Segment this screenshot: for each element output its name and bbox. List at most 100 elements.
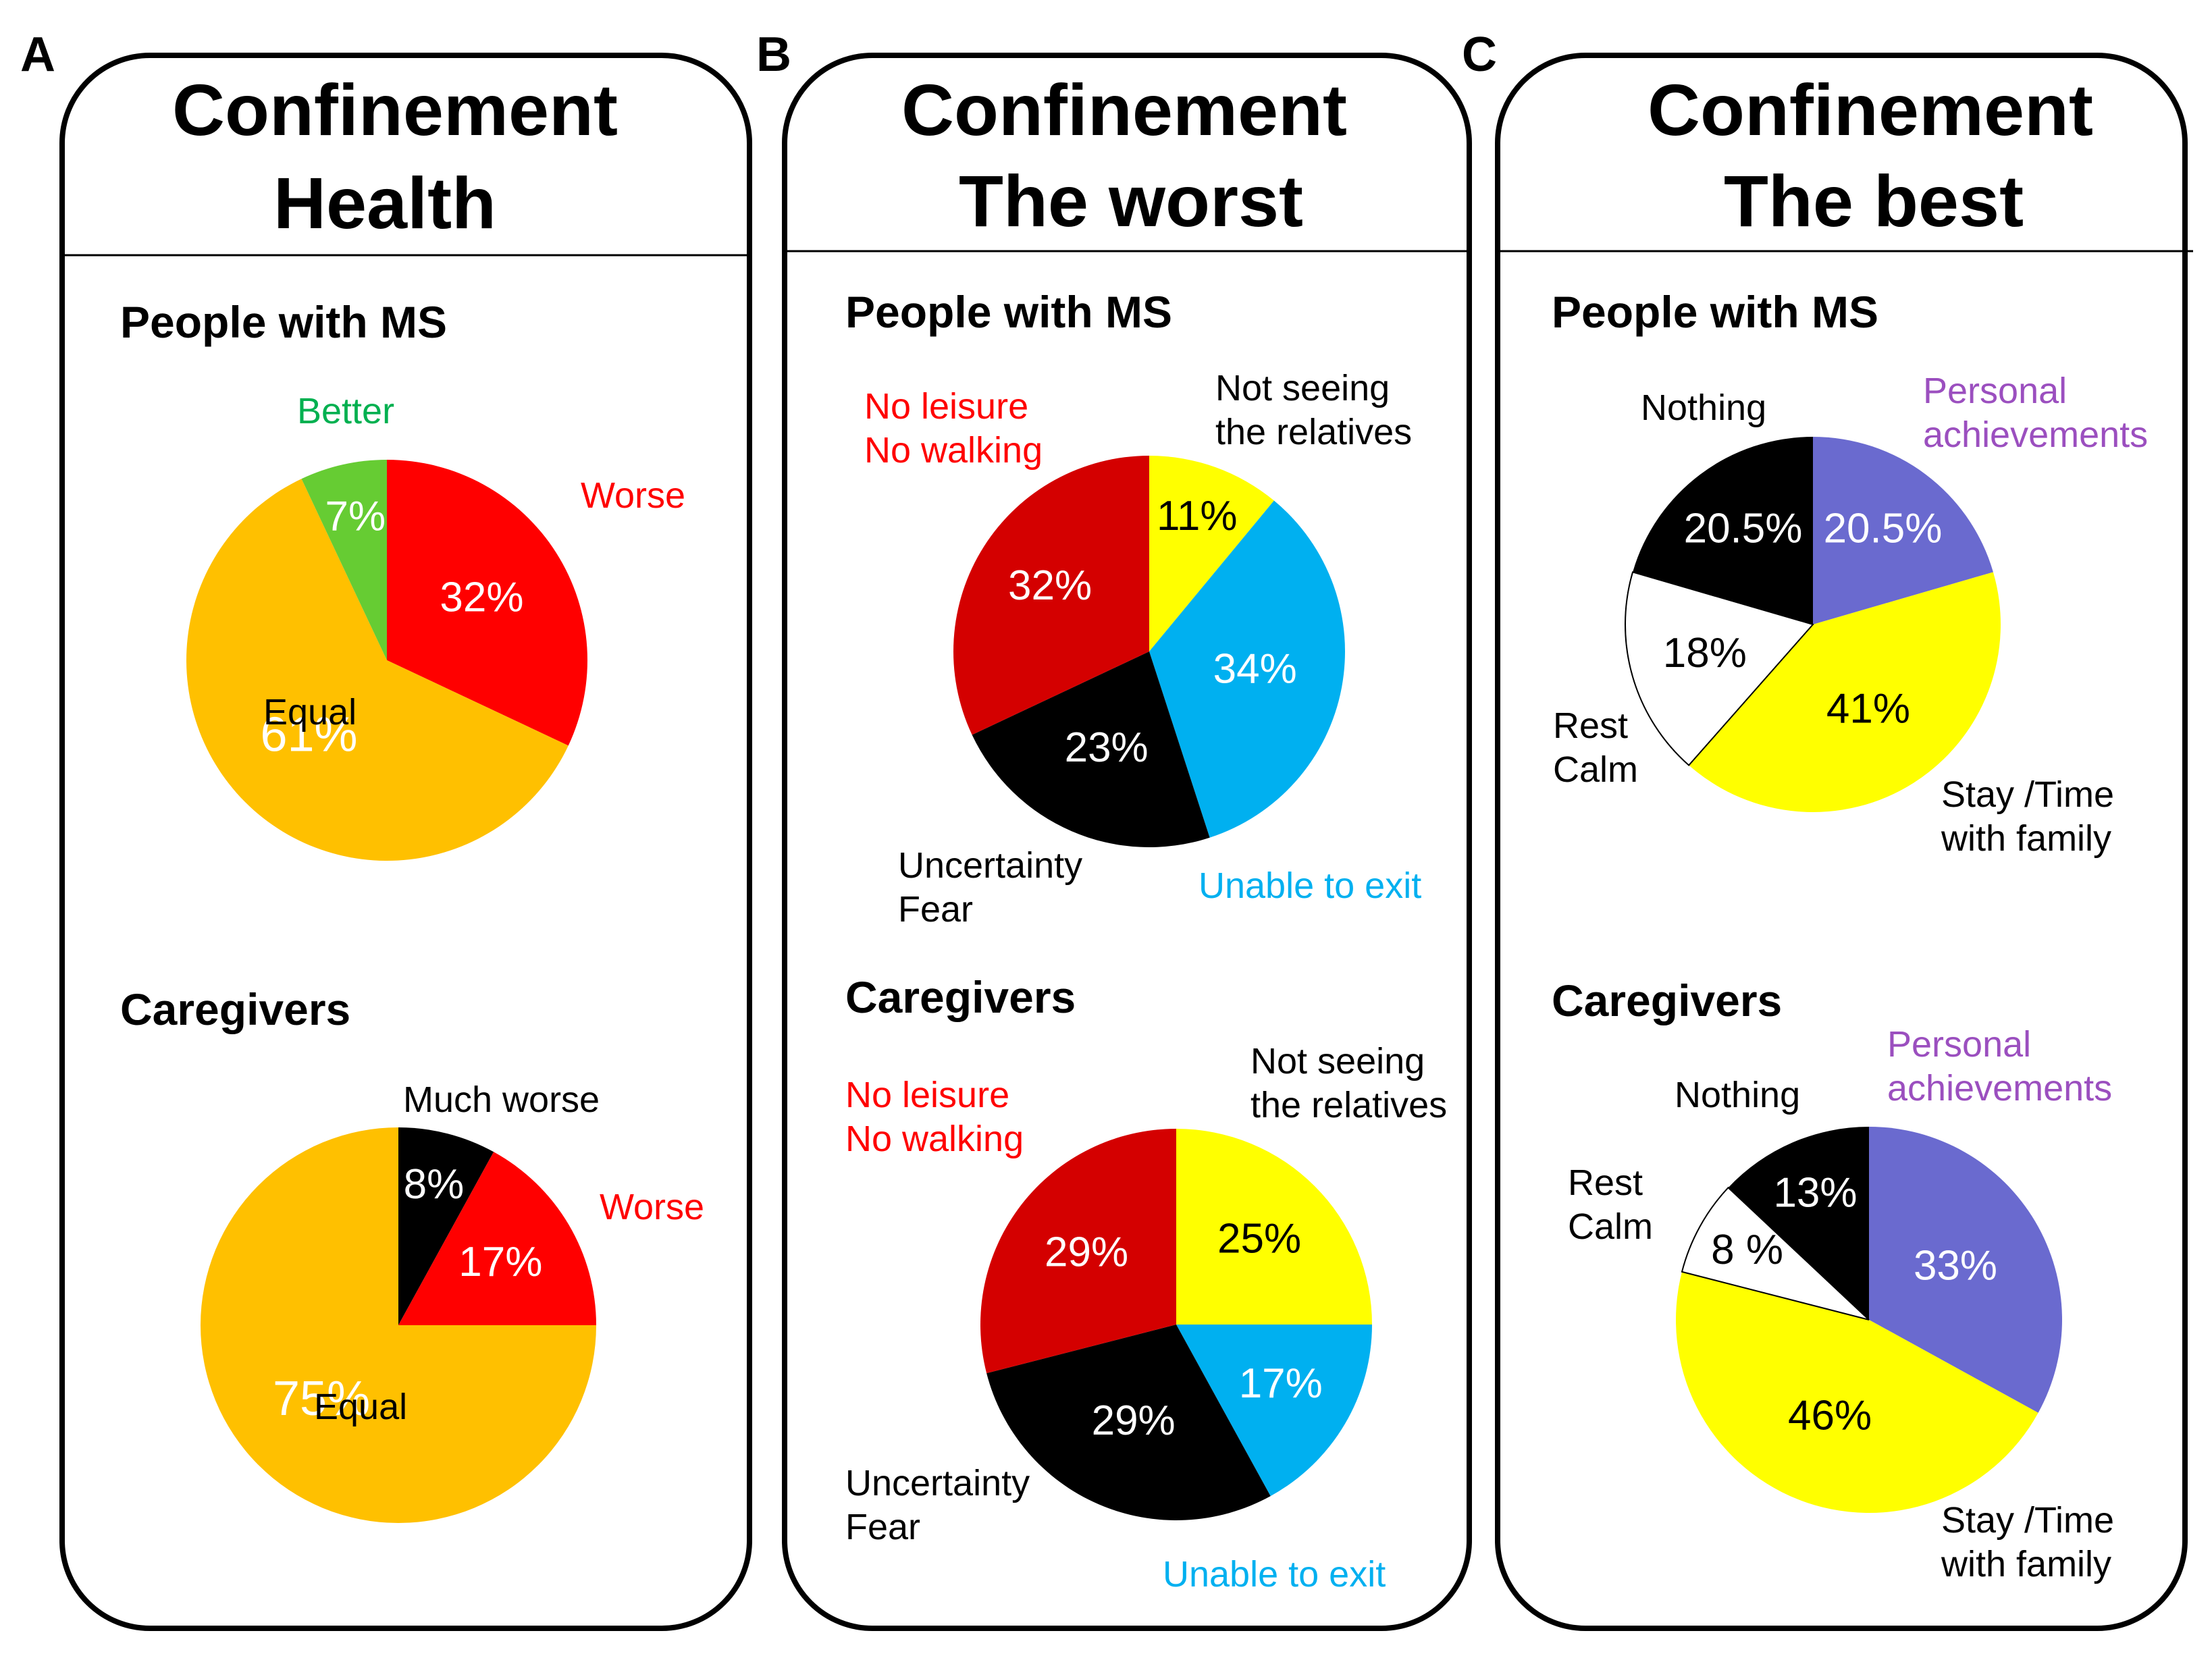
pie-slice (1633, 437, 1813, 624)
label-notseeing-cg-2: the relatives (1250, 1085, 1447, 1125)
panel-b-group-ms: People with MS (845, 287, 1172, 337)
label-equal-caregivers: Equal (314, 1387, 407, 1427)
label-uncertainty-cg-1: Uncertainty (845, 1463, 1030, 1503)
label-personal-ms-1: Personal (1923, 371, 2067, 411)
pie-slice (953, 456, 1149, 735)
panel-c-title-line2: The best (1724, 160, 2024, 242)
pie-slice (972, 651, 1210, 848)
pie-slice (1681, 1186, 1870, 1320)
label-notseeing-ms-2: the relatives (1215, 412, 1412, 452)
label-stay-ms-2: with family (1941, 818, 2111, 859)
pie-b-ms: 11% 34% 23% 32% (953, 456, 1346, 848)
pie-value-label: 33% (1914, 1243, 1997, 1289)
label-uncertainty-cg-2: Fear (845, 1507, 920, 1547)
pie-slice (1149, 456, 1274, 651)
panel-c: C Confinement The best People with MS Ca… (1462, 28, 2193, 1631)
panel-c-group-caregivers: Caregivers (1552, 976, 1782, 1025)
label-uncertainty-ms-1: Uncertainty (898, 845, 1082, 886)
pie-value-label: 18% (1663, 630, 1747, 676)
pie-slice (301, 460, 387, 660)
pie-slice (986, 1325, 1271, 1520)
label-worse-ms: Worse (581, 475, 685, 516)
pie-a-ms: 32% 61% 7% (186, 460, 587, 861)
panel-b: B Confinement The worst People with MS C… (756, 28, 1472, 1631)
label-notseeing-ms-1: Not seeing (1215, 368, 1390, 408)
pie-value-label: 32% (440, 574, 523, 620)
label-equal-ms: Equal (263, 692, 357, 732)
panel-b-title-line2: The worst (959, 160, 1303, 242)
label-stay-ms-1: Stay /Time (1941, 774, 2114, 815)
label-stay-cg-2: with family (1941, 1544, 2111, 1584)
label-uncertainty-ms-2: Fear (898, 889, 973, 930)
label-noleisure-cg-2: No walking (845, 1119, 1024, 1159)
pie-slice (1728, 1127, 1869, 1320)
panel-c-group-ms: People with MS (1552, 287, 1878, 337)
pie-value-label: 23% (1065, 724, 1149, 771)
label-personal-cg-1: Personal (1887, 1024, 2031, 1065)
label-personal-ms-2: achievements (1923, 415, 2148, 455)
pie-slice (387, 460, 587, 746)
panel-c-title-line1: Confinement (1648, 69, 2093, 151)
pie-b-caregivers: 25% 17% 29% 29% (980, 1129, 1372, 1520)
pie-slice (1675, 1271, 2038, 1514)
label-noleisure-cg-1: No leisure (845, 1075, 1009, 1115)
panel-letter-a: A (20, 28, 55, 82)
pie-value-label: 29% (1045, 1229, 1128, 1275)
pie-c-caregivers: 33% 46% 8 % 13% (1675, 1127, 2062, 1514)
panel-letter-c: C (1462, 28, 1497, 82)
panel-a-group-caregivers: Caregivers (120, 984, 350, 1034)
panel-a: A Confinement Health People with MS Care… (20, 28, 752, 1631)
panel-a-title-line1: Confinement (172, 69, 618, 151)
pie-value-label: 41% (1826, 685, 1910, 732)
label-rest-ms-1: Rest (1553, 705, 1628, 746)
panel-b-group-caregivers: Caregivers (845, 972, 1076, 1022)
label-noleisure-ms-2: No walking (864, 430, 1043, 471)
pie-value-label: 29% (1092, 1397, 1176, 1444)
pie-a-caregivers: 8% 17% 75% (201, 1127, 596, 1523)
panel-letter-b: B (756, 28, 791, 82)
pie-slice (1176, 1325, 1372, 1497)
pie-value-label: 17% (1239, 1360, 1323, 1407)
pie-slice (1149, 500, 1346, 838)
label-stay-cg-1: Stay /Time (1941, 1500, 2114, 1541)
pie-c-ms: 20.5% 41% 18% 20.5% (1625, 437, 2001, 812)
label-notseeing-cg-1: Not seeing (1250, 1041, 1425, 1081)
label-rest-cg-2: Calm (1568, 1206, 1653, 1247)
pie-slice (1689, 572, 2001, 812)
label-rest-ms-2: Calm (1553, 749, 1638, 790)
pie-value-label: 8% (404, 1161, 465, 1208)
pie-value-label: 32% (1008, 562, 1092, 609)
pie-value-label: 20.5% (1684, 506, 1803, 552)
label-nothing-cg: Nothing (1675, 1075, 1800, 1115)
label-much-worse: Much worse (403, 1079, 600, 1120)
pie-value-label: 17% (458, 1239, 542, 1285)
pie-slice (398, 1152, 596, 1325)
label-unable-ms: Unable to exit (1199, 865, 1421, 906)
label-personal-cg-2: achievements (1887, 1068, 2112, 1109)
pie-slice (186, 479, 569, 861)
pie-value-label: 13% (1773, 1170, 1857, 1217)
panel-a-title-line2: Health (273, 162, 496, 244)
pie-slice (1813, 437, 1993, 624)
pie-slice (398, 1127, 494, 1325)
pie-slice (980, 1129, 1176, 1374)
panel-b-title-line1: Confinement (901, 69, 1347, 151)
pie-value-label: 7% (325, 493, 386, 540)
pie-value-label: 34% (1213, 645, 1297, 692)
pie-value-label: 8 % (1711, 1227, 1783, 1273)
label-worse-caregivers: Worse (600, 1187, 704, 1227)
pie-slice (1176, 1129, 1372, 1325)
label-better: Better (297, 391, 394, 431)
pie-value-label: 11% (1157, 493, 1238, 539)
pie-value-label: 46% (1788, 1393, 1872, 1439)
pie-value-label: 20.5% (1824, 506, 1943, 552)
pie-slice (1869, 1127, 2062, 1413)
panel-a-group-ms: People with MS (120, 297, 447, 347)
label-rest-cg-1: Rest (1568, 1163, 1643, 1203)
pie-value-label: 75% (273, 1372, 370, 1426)
label-unable-cg: Unable to exit (1163, 1554, 1386, 1595)
pie-slice (1625, 571, 1814, 766)
pie-slice (201, 1127, 596, 1523)
label-noleisure-ms-1: No leisure (864, 386, 1028, 427)
pie-value-label: 25% (1217, 1215, 1301, 1262)
